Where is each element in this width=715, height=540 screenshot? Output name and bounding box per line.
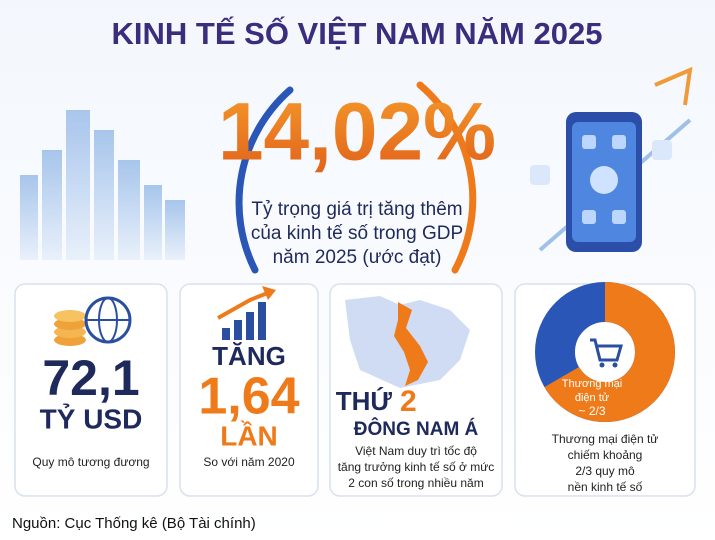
card-prefix: THỨ (336, 386, 393, 416)
highlight-ring (235, 81, 477, 274)
city-illustration (20, 110, 185, 260)
donut-label: ~ 2/3 (578, 404, 605, 418)
map-icon (345, 296, 470, 388)
source: Nguồn: Cục Thống kê (Bộ Tài chính) (12, 515, 256, 532)
card-unit: LẦN (220, 420, 278, 451)
card-value: 1,64 (198, 368, 299, 426)
card-caption: So với năm 2020 (203, 455, 295, 469)
highlight-description: của kinh tế số trong GDP (251, 223, 463, 244)
card-caption: Việt Nam duy trì tốc độ (355, 444, 477, 458)
donut-label: Thương mại (562, 378, 622, 390)
card-caption: 2/3 quy mô (575, 464, 635, 478)
coins-globe-icon (54, 296, 132, 346)
highlight-value: 14,02% (218, 87, 496, 178)
phone-illustration (530, 66, 693, 252)
card-unit: TỶ USD (40, 402, 143, 434)
card-value: 72,1 (42, 350, 139, 406)
card (179, 283, 319, 497)
donut-label: điện tử (575, 392, 610, 404)
card (14, 283, 168, 497)
card-prefix: TĂNG (212, 341, 286, 371)
growth-icon (217, 286, 276, 340)
card-unit: ĐÔNG NAM Á (354, 418, 479, 440)
highlight-description: Tỷ trọng giá trị tăng thêm (251, 199, 462, 220)
card-caption: Quy mô tương đương (32, 455, 149, 469)
highlight-description: năm 2025 (ước đạt) (273, 247, 442, 268)
donut-illustration (535, 282, 675, 422)
card-caption: Thương mại điện tử (552, 432, 659, 446)
card-caption: chiếm khoảng (568, 448, 643, 462)
card-caption: 2 con số trong nhiều năm (348, 476, 483, 490)
title: KINH TẾ SỐ VIỆT NAM NĂM 2025 (112, 15, 603, 51)
card-caption: nền kinh tế số (568, 480, 643, 494)
card-value: 2 (400, 385, 417, 418)
card-caption: tăng trưởng kinh tế số ở mức (338, 460, 495, 474)
